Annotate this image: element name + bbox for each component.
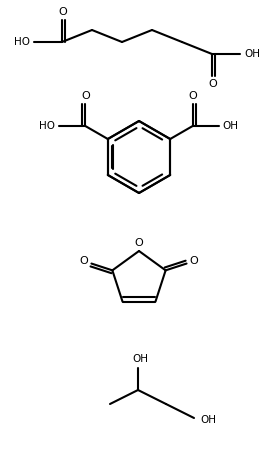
Text: HO: HO — [39, 121, 55, 131]
Text: O: O — [59, 7, 67, 17]
Text: OH: OH — [132, 354, 148, 364]
Text: O: O — [188, 91, 197, 101]
Text: OH: OH — [200, 415, 216, 425]
Text: O: O — [81, 91, 90, 101]
Text: O: O — [190, 256, 199, 266]
Text: OH: OH — [244, 49, 260, 59]
Text: HO: HO — [14, 37, 30, 47]
Text: O: O — [135, 238, 143, 248]
Text: O: O — [80, 256, 88, 266]
Text: OH: OH — [223, 121, 239, 131]
Text: O: O — [209, 79, 217, 89]
